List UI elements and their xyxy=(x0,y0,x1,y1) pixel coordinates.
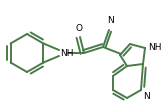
Text: N: N xyxy=(143,92,150,101)
Text: NH: NH xyxy=(148,42,161,51)
Text: N: N xyxy=(108,16,114,25)
Text: O: O xyxy=(75,24,82,33)
Text: NH: NH xyxy=(60,49,74,58)
